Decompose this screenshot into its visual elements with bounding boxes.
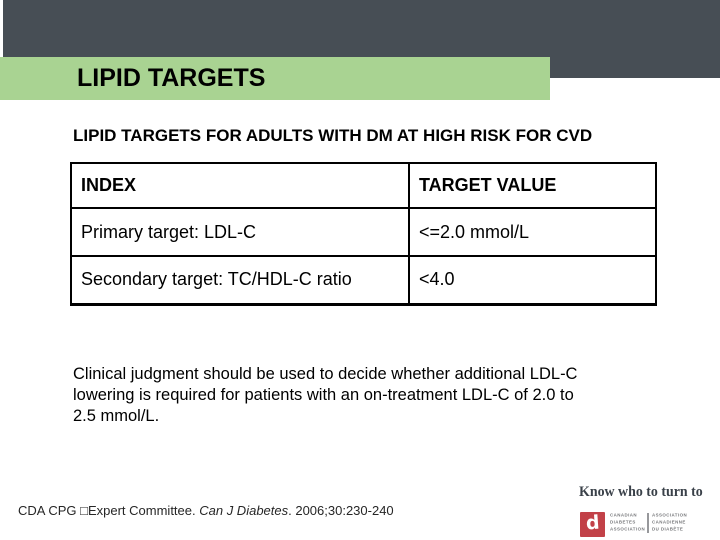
table-row-primary-target: Primary target: LDL-C <=2.0 mmol/L	[70, 207, 657, 257]
citation-text: CDA CPG □Expert Committee. Can J Diabete…	[18, 503, 394, 518]
clinical-note-line: lowering is required for patients with a…	[73, 386, 574, 404]
logo-divider	[647, 513, 649, 533]
clinical-note-line: 2.5 mmol/L.	[73, 407, 160, 425]
cda-logo-text-en: CANADIAN DIABETES ASSOCIATION	[610, 512, 645, 533]
table-cell-secondary-value: <4.0	[408, 255, 657, 305]
slide-title: LIPID TARGETS	[77, 64, 266, 92]
clinical-note-line: Clinical judgment should be used to deci…	[73, 365, 578, 383]
citation-suffix: . 2006;30:230-240	[288, 503, 394, 518]
citation-prefix: CDA CPG □Expert Committee.	[18, 503, 200, 518]
cda-logo-mark: d	[580, 512, 605, 537]
table-cell-primary-value: <=2.0 mmol/L	[408, 207, 657, 257]
cda-logo-text-en-line: ASSOCIATION	[610, 526, 646, 532]
table-cell-secondary-label: Secondary target: TC/HDL-C ratio	[70, 255, 410, 305]
table-header-target-value: TARGET VALUE	[408, 162, 657, 209]
brand-tagline: Know who to turn to	[579, 484, 703, 500]
cda-logo-letter: d	[584, 511, 601, 535]
table-cell-primary-label: Primary target: LDL-C	[70, 207, 410, 257]
cda-logo-text-en-line: CANADIAN	[610, 512, 637, 518]
clinical-note: Clinical judgment should be used to deci…	[73, 364, 663, 427]
table-header-index: INDEX	[70, 162, 410, 209]
lipid-targets-table: INDEX TARGET VALUE Primary target: LDL-C…	[70, 162, 657, 306]
cda-logo-text-en-line: DIABETES	[610, 519, 636, 525]
cda-logo-text-fr-line: ASSOCIATION	[652, 512, 688, 518]
slide-subtitle: LIPID TARGETS FOR ADULTS WITH DM AT HIGH…	[73, 126, 593, 145]
citation-journal: Can J Diabetes	[199, 503, 289, 518]
cda-logo-text-fr-line: DU DIABÈTE	[652, 526, 684, 532]
table-row-secondary-target: Secondary target: TC/HDL-C ratio <4.0	[70, 255, 657, 305]
title-band	[0, 57, 550, 100]
table-header-row: INDEX TARGET VALUE	[70, 162, 657, 209]
cda-logo-text-fr-line: CANADIENNE	[652, 519, 686, 525]
cda-logo-text-fr: ASSOCIATION CANADIENNE DU DIABÈTE	[652, 512, 687, 533]
